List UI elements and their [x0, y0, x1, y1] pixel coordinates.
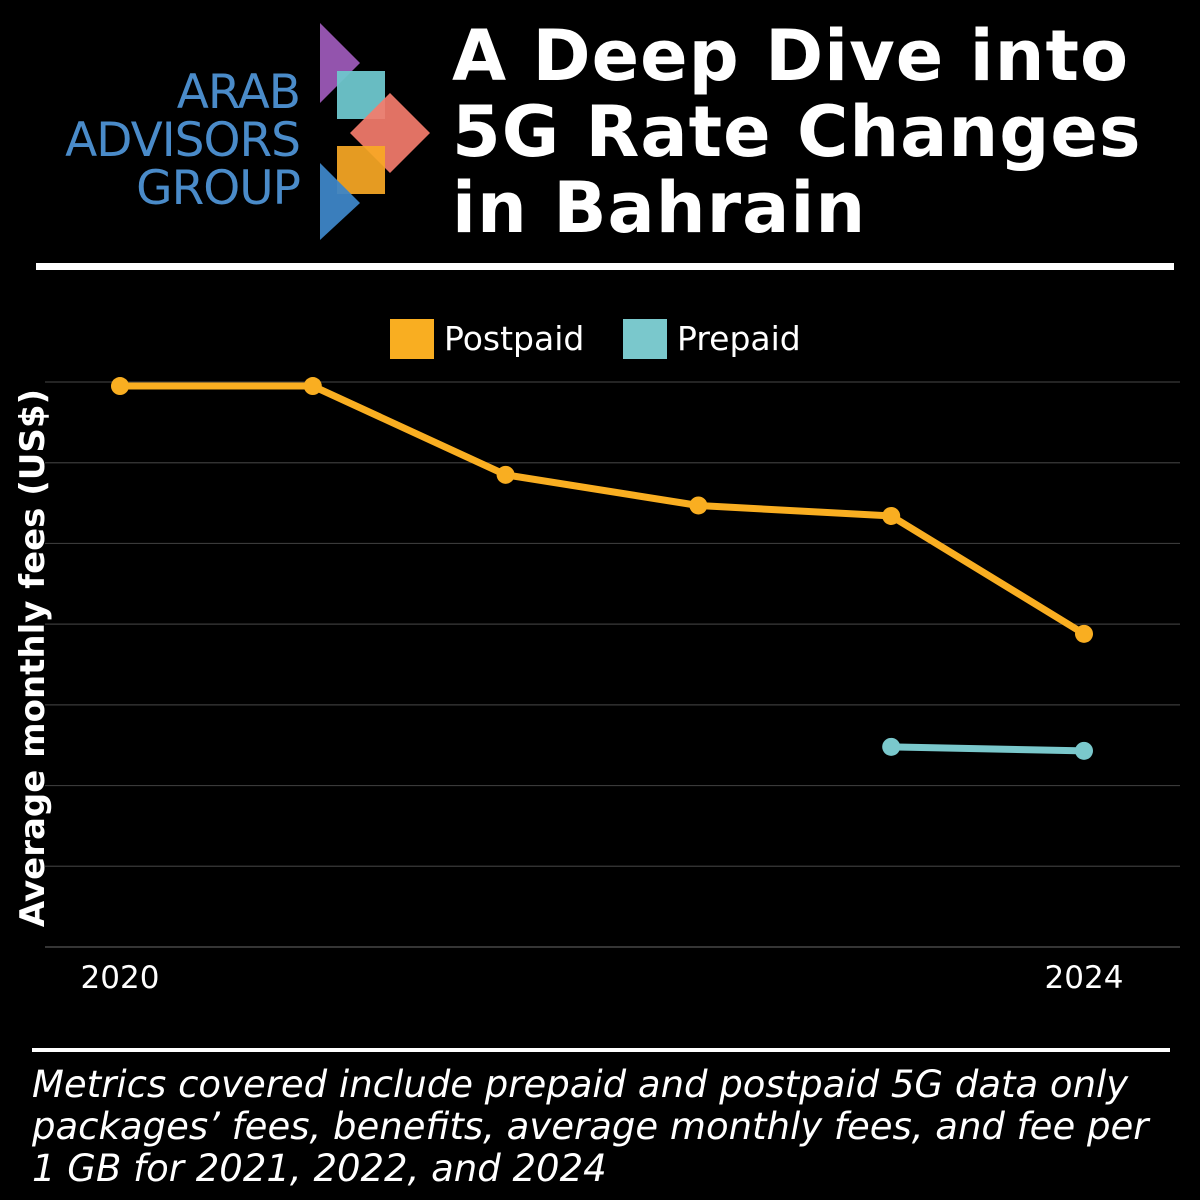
data-point-postpaid-5	[1075, 624, 1093, 643]
data-point-postpaid-3	[689, 496, 708, 515]
series-line-prepaid	[891, 743, 1085, 755]
data-point-postpaid-1	[303, 377, 322, 396]
page-title: A Deep Dive into 5G Rate Changes in Bahr…	[452, 18, 1192, 246]
legend-label-postpaid: Postpaid	[444, 319, 585, 358]
data-point-postpaid-4	[882, 506, 901, 525]
top-divider	[36, 263, 1174, 270]
bottom-divider	[32, 1048, 1170, 1052]
logo-text-line-2: ADVISORS	[65, 113, 301, 168]
legend-swatch-prepaid	[623, 319, 667, 359]
data-point-prepaid-1	[1075, 741, 1093, 760]
x-tick-label-2020: 2020	[80, 960, 160, 996]
title-line-2: 5G Rate Changes	[452, 91, 1142, 173]
logo-text-line-3: GROUP	[136, 161, 301, 216]
series-line-postpaid	[120, 382, 1086, 637]
x-tick-label-2024: 2024	[1044, 960, 1124, 996]
legend-swatch-postpaid	[390, 319, 434, 359]
legend-label-prepaid: Prepaid	[677, 319, 801, 358]
data-point-prepaid-0	[882, 737, 901, 756]
logo-text-line-1: ARAB	[176, 65, 301, 120]
gridlines	[45, 381, 1180, 948]
series	[111, 377, 1093, 760]
data-point-postpaid-0	[111, 377, 129, 396]
footer-note: Metrics covered include prepaid and post…	[32, 1063, 1149, 1190]
line-chart	[45, 377, 1180, 948]
data-point-postpaid-2	[496, 465, 515, 484]
title-line-1: A Deep Dive into	[452, 15, 1130, 97]
title-line-3: in Bahrain	[452, 167, 867, 249]
logo-arrows-icon	[320, 23, 430, 240]
arab-advisors-logo: ARAB ADVISORS GROUP	[65, 18, 440, 248]
y-axis-label: Average monthly fees (US$)	[13, 388, 53, 928]
